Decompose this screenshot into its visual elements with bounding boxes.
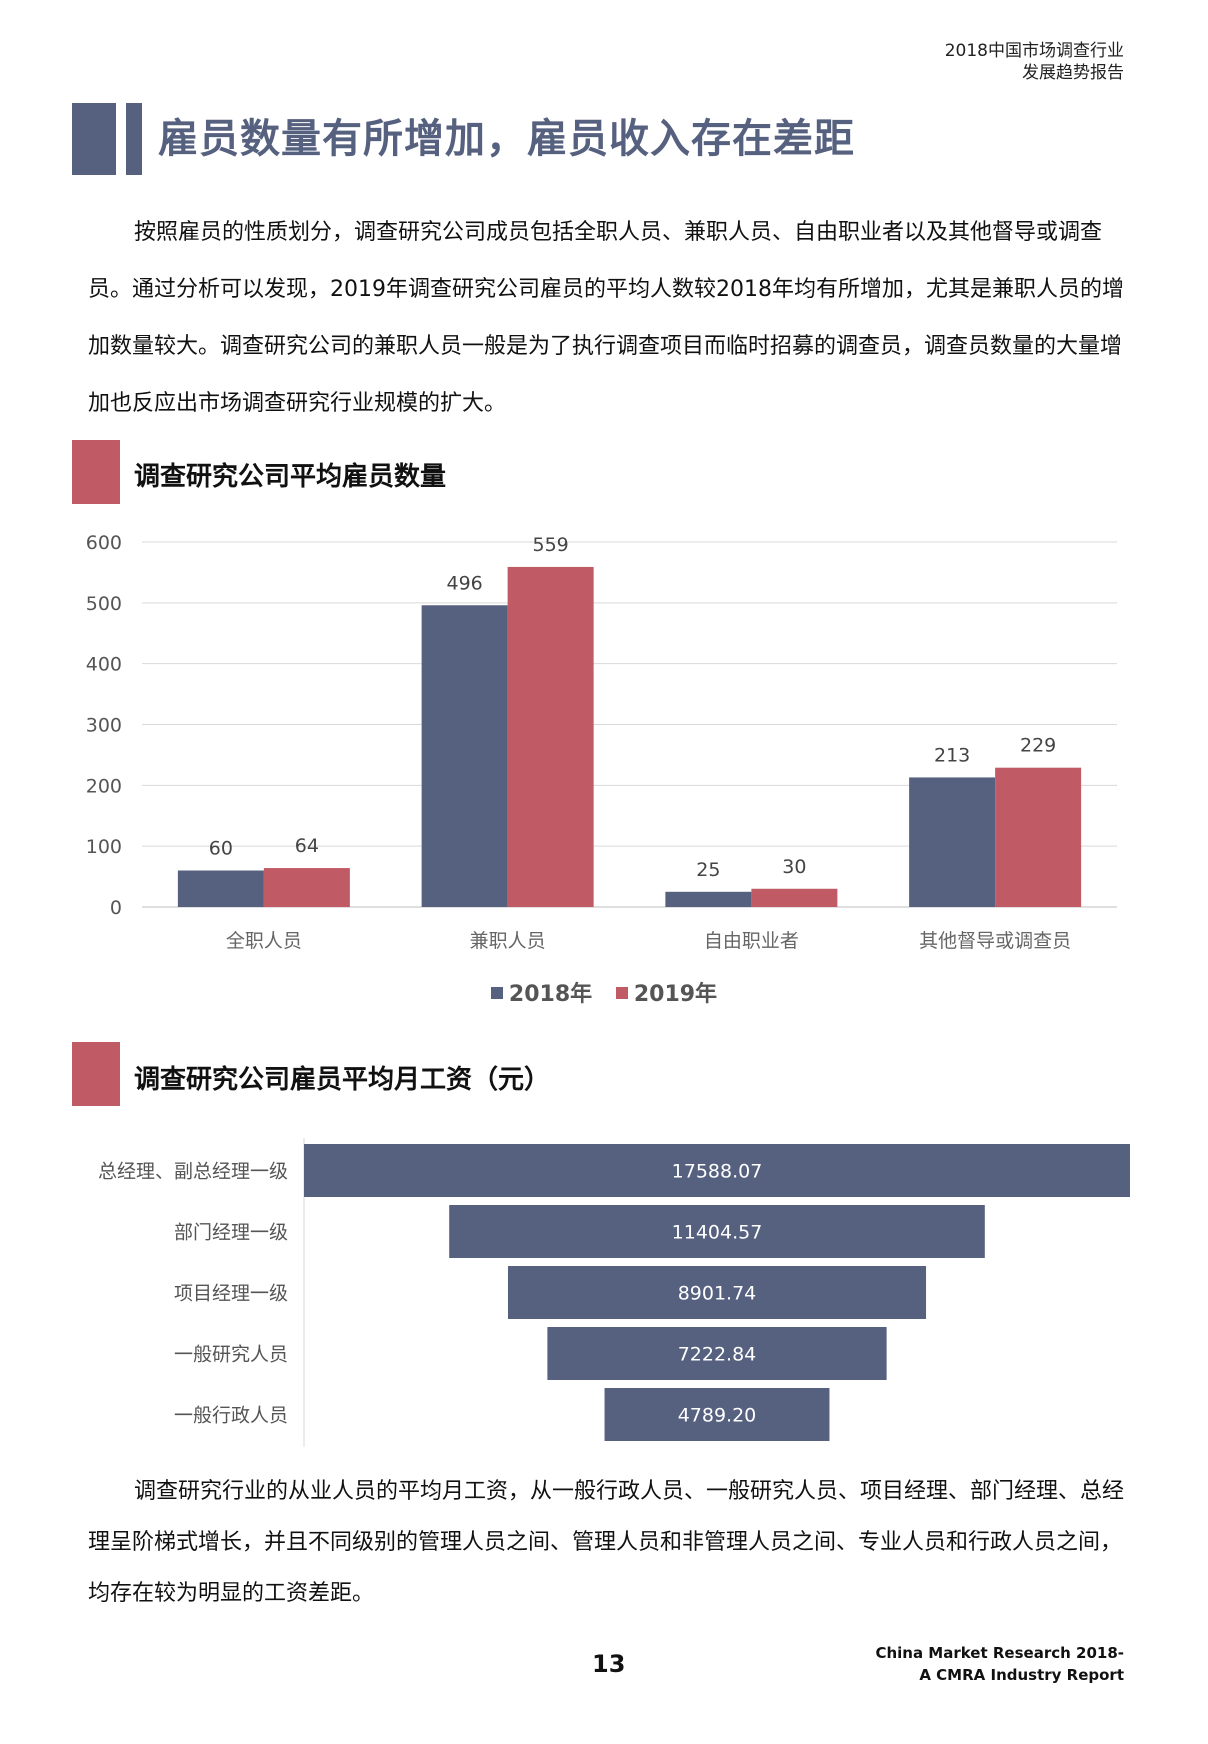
bar xyxy=(263,868,350,907)
y-tick-label: 300 xyxy=(86,715,122,737)
y-tick-label: 500 xyxy=(86,593,122,615)
conclusion-paragraph: 调查研究行业的从业人员的平均月工资，从一般行政人员、一般研究人员、项目经理、部门… xyxy=(88,1466,1124,1619)
bar xyxy=(995,767,1082,907)
bar xyxy=(421,605,508,907)
x-tick-label: 其他督导或调查员 xyxy=(919,930,1071,952)
funnel-category-label: 部门经理一级 xyxy=(174,1222,288,1244)
funnel-value-label: 17588.07 xyxy=(672,1161,763,1183)
bar-value-label: 496 xyxy=(446,572,482,594)
report-footer-line1: China Market Research 2018- xyxy=(875,1644,1124,1662)
report-header: 2018中国市场调查行业 发展趋势报告 xyxy=(945,40,1124,84)
bar xyxy=(909,777,996,907)
funnel-category-label: 一般行政人员 xyxy=(174,1405,288,1427)
funnel-bar xyxy=(449,1205,985,1258)
funnel-category-label: 总经理、副总经理一级 xyxy=(98,1161,288,1183)
legend-label-2019: 2019年 xyxy=(633,982,718,1007)
funnel-value-label: 8901.74 xyxy=(678,1283,757,1305)
section1-marker xyxy=(72,440,120,504)
intro-paragraph-text: 按照雇员的性质划分，调查研究公司成员包括全职人员、兼职人员、自由职业者以及其他督… xyxy=(88,220,1124,416)
chart1-legend: 2018年 2019年 xyxy=(0,976,1208,1008)
legend-label-2018: 2018年 xyxy=(508,982,593,1007)
funnel-bar xyxy=(507,1266,927,1319)
bar-value-label: 229 xyxy=(1020,735,1056,757)
report-footer-line2: A CMRA Industry Report xyxy=(919,1666,1124,1684)
funnel-bar xyxy=(547,1327,887,1380)
section1-title: 调查研究公司平均雇员数量 xyxy=(134,462,447,492)
y-tick-label: 200 xyxy=(86,775,122,797)
page-number: 13 xyxy=(592,1650,626,1678)
legend-item-2018: 2018年 xyxy=(490,976,593,1008)
page-title: 雇员数量有所增加，雇员收入存在差距 xyxy=(158,116,855,162)
legend-swatch-2019 xyxy=(615,987,628,999)
funnel-category-label: 一般研究人员 xyxy=(174,1344,288,1366)
intro-paragraph: 按照雇员的性质划分，调查研究公司成员包括全职人员、兼职人员、自由职业者以及其他督… xyxy=(88,204,1124,432)
bar xyxy=(665,891,752,907)
x-tick-label: 兼职人员 xyxy=(470,930,546,952)
legend-swatch-2018 xyxy=(490,987,503,999)
report-header-line2: 发展趋势报告 xyxy=(1022,63,1124,83)
x-tick-label: 自由职业者 xyxy=(704,930,799,952)
conclusion-paragraph-text: 调查研究行业的从业人员的平均月工资，从一般行政人员、一般研究人员、项目经理、部门… xyxy=(88,1479,1125,1606)
bar xyxy=(507,566,594,907)
bar-value-label: 559 xyxy=(532,534,568,556)
report-header-line1: 2018中国市场调查行业 xyxy=(944,41,1124,61)
salary-funnel-chart: 17588.07 总经理、副总经理一级 11404.57 部门经理一级 8901.74 项… xyxy=(98,1138,1130,1447)
legend-item-2019: 2019年 xyxy=(615,976,718,1008)
funnel-bar xyxy=(604,1388,830,1441)
bar-value-label: 60 xyxy=(209,838,233,860)
funnel-category-label: 项目经理一级 xyxy=(174,1283,288,1305)
funnel-value-label: 11404.57 xyxy=(672,1222,763,1244)
section2-title: 调查研究公司雇员平均月工资（元） xyxy=(134,1065,551,1095)
y-tick-label: 100 xyxy=(86,836,122,858)
y-tick-label: 0 xyxy=(110,897,122,919)
bar-value-label: 30 xyxy=(782,856,806,878)
y-tick-label: 600 xyxy=(86,532,122,554)
x-tick-label: 全职人员 xyxy=(226,930,302,952)
bar-value-label: 213 xyxy=(934,744,970,766)
title-accent-stripe xyxy=(126,103,142,175)
title-accent-block xyxy=(72,103,116,175)
bar xyxy=(177,870,264,907)
funnel-value-label: 4789.20 xyxy=(678,1405,757,1427)
y-tick-label: 400 xyxy=(86,654,122,676)
report-footer: China Market Research 2018- A CMRA Indus… xyxy=(875,1642,1124,1686)
bar-value-label: 25 xyxy=(696,859,720,881)
funnel-value-label: 7222.84 xyxy=(678,1344,757,1366)
employee-count-bar-chart: 0 100 200 300 400 500 600 60 64 全职人员 496 559 兼职人员 25 3… xyxy=(86,532,1117,952)
bar-value-label: 64 xyxy=(295,835,319,857)
funnel-bar xyxy=(304,1144,1130,1197)
section2-marker xyxy=(72,1042,120,1106)
bar xyxy=(751,888,838,907)
